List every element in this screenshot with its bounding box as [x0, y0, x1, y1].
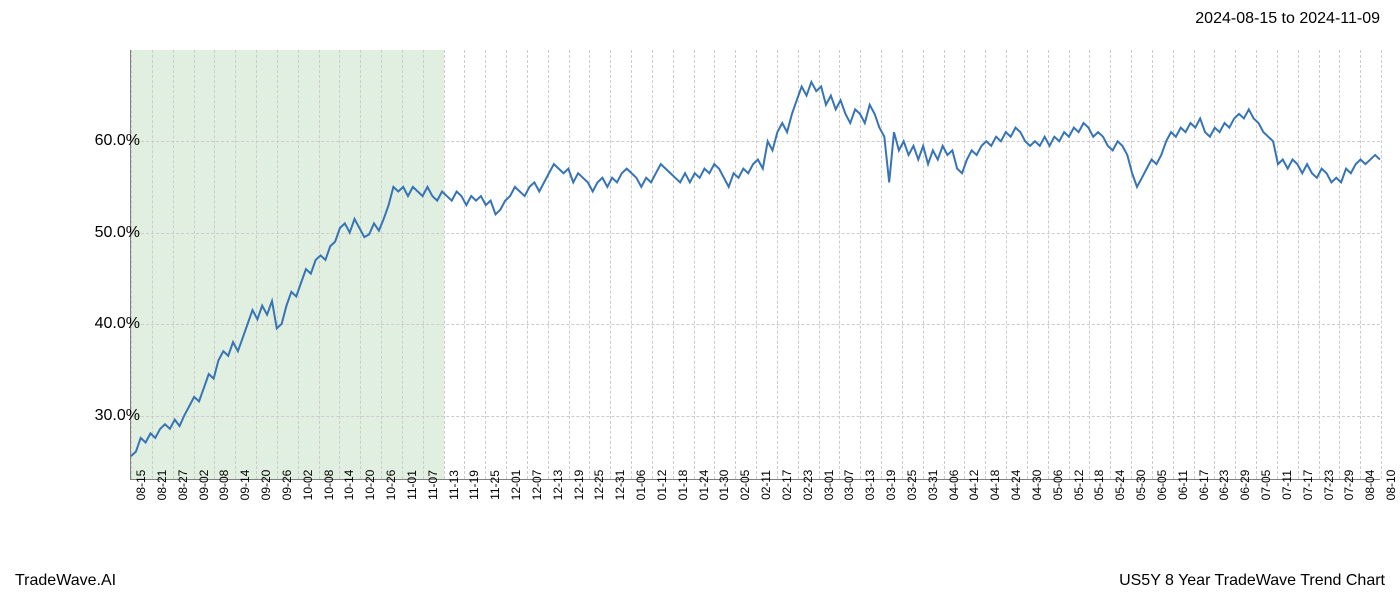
- x-tick-label: 02-05: [738, 470, 752, 501]
- x-tick-label: 11-25: [488, 470, 502, 500]
- x-tick-label: 01-30: [717, 470, 731, 501]
- x-tick-label: 08-15: [134, 470, 148, 501]
- x-tick-label: 04-18: [988, 470, 1002, 501]
- x-tick-label: 07-17: [1301, 470, 1315, 501]
- x-tick-label: 12-31: [613, 470, 627, 501]
- x-tick-label: 06-05: [1155, 470, 1169, 501]
- x-tick-label: 09-02: [197, 470, 211, 501]
- x-tick-label: 11-07: [426, 470, 440, 500]
- x-tick-label: 05-30: [1134, 470, 1148, 501]
- x-tick-label: 06-23: [1217, 470, 1231, 501]
- x-tick-label: 01-18: [676, 470, 690, 501]
- x-tick-label: 09-26: [280, 470, 294, 501]
- x-tick-label: 07-23: [1322, 470, 1336, 501]
- x-tick-label: 01-12: [655, 470, 669, 501]
- x-tick-label: 03-25: [905, 470, 919, 501]
- x-tick-label: 04-30: [1030, 470, 1044, 501]
- x-tick-label: 10-20: [363, 470, 377, 501]
- x-tick-label: 06-17: [1197, 470, 1211, 501]
- x-tick-label: 10-14: [342, 470, 356, 501]
- x-tick-label: 09-14: [238, 470, 252, 501]
- x-tick-label: 04-06: [947, 470, 961, 501]
- x-tick-label: 04-12: [967, 470, 981, 501]
- plot-area: [130, 50, 1380, 480]
- x-tick-label: 07-11: [1280, 470, 1294, 500]
- x-tick-label: 12-25: [592, 470, 606, 501]
- x-tick-label: 02-23: [801, 470, 815, 501]
- x-tick-label: 08-10: [1384, 470, 1398, 501]
- x-tick-label: 12-01: [509, 470, 523, 501]
- date-range-label: 2024-08-15 to 2024-11-09: [1195, 10, 1380, 28]
- x-tick-label: 10-02: [301, 470, 315, 501]
- x-tick-label: 07-29: [1342, 470, 1356, 501]
- x-tick-label: 12-07: [530, 470, 544, 501]
- x-tick-label: 09-08: [217, 470, 231, 501]
- x-tick-label: 03-13: [863, 470, 877, 501]
- x-tick-label: 01-24: [697, 470, 711, 501]
- x-tick-label: 03-31: [926, 470, 940, 501]
- line-series: [131, 50, 1380, 479]
- x-tick-label: 10-08: [322, 470, 336, 501]
- y-tick-label: 60.0%: [70, 132, 140, 150]
- x-tick-label: 06-29: [1238, 470, 1252, 501]
- x-tick-label: 06-11: [1176, 470, 1190, 500]
- x-tick-label: 07-05: [1259, 470, 1273, 501]
- brand-label: TradeWave.AI: [15, 572, 116, 590]
- x-tick-label: 03-01: [822, 470, 836, 501]
- x-tick-label: 11-13: [447, 470, 461, 500]
- x-tick-label: 04-24: [1009, 470, 1023, 501]
- x-tick-label: 02-11: [759, 470, 773, 500]
- y-tick-label: 50.0%: [70, 224, 140, 242]
- x-tick-label: 05-18: [1092, 470, 1106, 501]
- x-tick-label: 05-06: [1051, 470, 1065, 501]
- x-tick-label: 11-01: [405, 470, 419, 500]
- x-tick-label: 01-06: [634, 470, 648, 501]
- chart-area: 08-1508-2108-2709-0209-0809-1409-2009-26…: [130, 50, 1380, 480]
- x-tick-label: 03-07: [842, 470, 856, 501]
- x-tick-label: 05-12: [1072, 470, 1086, 501]
- chart-title: US5Y 8 Year TradeWave Trend Chart: [1119, 572, 1385, 590]
- x-tick-label: 08-04: [1363, 470, 1377, 501]
- x-tick-label: 09-20: [259, 470, 273, 501]
- y-tick-label: 30.0%: [70, 407, 140, 425]
- x-tick-label: 10-26: [384, 470, 398, 501]
- x-tick-label: 08-21: [155, 470, 169, 501]
- x-tick-label: 08-27: [176, 470, 190, 501]
- x-tick-label: 05-24: [1113, 470, 1127, 501]
- x-tick-label: 02-17: [780, 470, 794, 501]
- x-tick-label: 03-19: [884, 470, 898, 501]
- x-tick-label: 12-19: [572, 470, 586, 501]
- line-path: [131, 82, 1380, 456]
- x-tick-label: 11-19: [467, 470, 481, 500]
- x-tick-label: 12-13: [551, 470, 565, 501]
- y-tick-label: 40.0%: [70, 315, 140, 333]
